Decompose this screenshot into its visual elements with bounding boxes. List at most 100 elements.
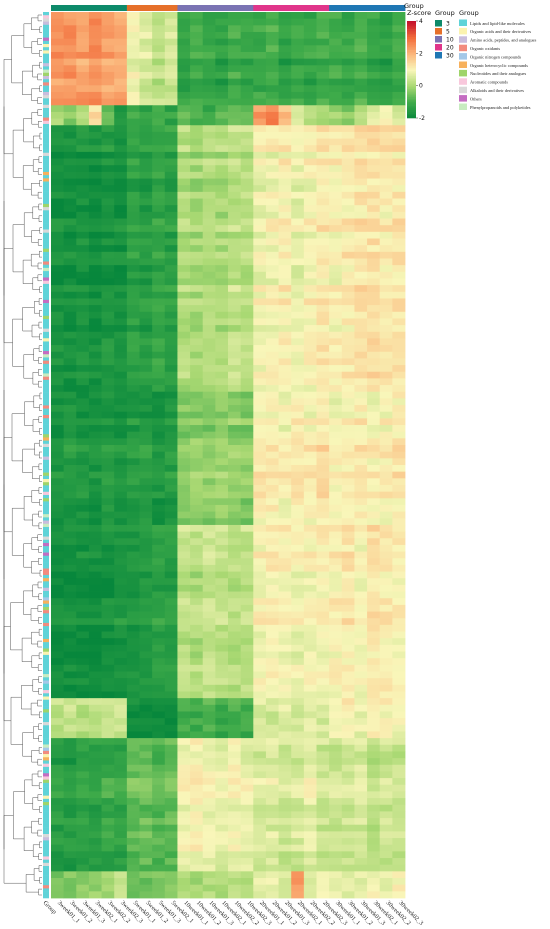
- heatmap-cell: [126, 564, 140, 572]
- heatmap-cell: [354, 425, 368, 433]
- heatmap-cell: [63, 58, 77, 66]
- heatmap-cell: [291, 351, 305, 359]
- heatmap-cell: [63, 71, 77, 80]
- dendrogram-branch: [37, 109, 42, 116]
- heatmap-cell: [190, 858, 204, 866]
- heatmap-cell: [379, 844, 393, 852]
- heatmap-cell: [202, 478, 216, 486]
- heatmap-cell: [392, 778, 406, 786]
- heatmap-cell: [240, 624, 254, 632]
- heatmap-cell: [379, 31, 393, 40]
- row-class-cell: [43, 494, 49, 499]
- heatmap-cell: [303, 165, 317, 173]
- heatmap-cell: [139, 445, 153, 453]
- heatmap-cell: [379, 878, 393, 886]
- heatmap-cell: [215, 704, 229, 712]
- heatmap-cell: [265, 78, 279, 86]
- heatmap-cell: [126, 38, 140, 46]
- heatmap-cell: [265, 311, 279, 319]
- heatmap-cell: [63, 271, 77, 279]
- heatmap-cell: [177, 98, 191, 106]
- group-legend-label: 20: [446, 45, 454, 52]
- heatmap-cell: [303, 298, 317, 306]
- heatmap-cell: [101, 105, 115, 113]
- row-class-cell: [43, 590, 49, 595]
- heatmap-cell: [354, 98, 368, 106]
- heatmap-cell: [253, 218, 267, 226]
- heatmap-cell: [139, 798, 153, 806]
- heatmap-cell: [164, 451, 178, 459]
- heatmap-cell: [228, 425, 242, 433]
- heatmap-cell: [265, 764, 279, 772]
- heatmap-cell: [51, 451, 65, 459]
- heatmap-cell: [152, 678, 166, 686]
- heatmap-cell: [228, 18, 242, 26]
- heatmap-cell: [291, 205, 305, 213]
- heatmap-cell: [51, 365, 65, 373]
- heatmap-cell: [329, 391, 343, 399]
- heatmap-cell: [215, 298, 229, 306]
- heatmap-cell: [51, 558, 65, 566]
- heatmap-cell: [341, 638, 355, 646]
- heatmap-cell: [392, 704, 406, 712]
- heatmap-cell: [126, 171, 140, 179]
- heatmap-cell: [76, 538, 90, 546]
- heatmap-cell: [354, 671, 368, 679]
- colorbar-step: [407, 103, 416, 106]
- heatmap-cell: [392, 464, 406, 473]
- heatmap-cell: [228, 85, 242, 93]
- heatmap-cell: [291, 12, 305, 20]
- heatmap-cell: [114, 378, 128, 386]
- heatmap-cell: [379, 484, 393, 493]
- heatmap-cell: [354, 131, 368, 139]
- row-class-cell: [43, 875, 49, 880]
- heatmap-cell: [379, 544, 393, 552]
- heatmap-cell: [303, 311, 317, 319]
- heatmap-cell: [177, 245, 191, 253]
- dendrogram-branch: [37, 534, 42, 541]
- heatmap-cell: [76, 698, 90, 706]
- heatmap-cell: [101, 398, 115, 406]
- heatmap-cell: [126, 871, 140, 879]
- heatmap-cell: [76, 764, 90, 772]
- heatmap-cell: [215, 624, 229, 632]
- heatmap-cell: [164, 764, 178, 772]
- heatmap-cell: [88, 45, 102, 53]
- heatmap-cell: [76, 831, 90, 839]
- heatmap-cell: [177, 78, 191, 86]
- heatmap-cell: [76, 238, 90, 246]
- heatmap-cell: [51, 165, 65, 173]
- heatmap-cell: [316, 611, 330, 619]
- heatmap-cell: [278, 731, 292, 739]
- heatmap-cell: [63, 658, 77, 666]
- heatmap-cell: [114, 51, 128, 60]
- dendrogram-branch: [39, 50, 42, 57]
- heatmap-cell: [51, 584, 65, 592]
- heatmap-cell: [379, 451, 393, 459]
- heatmap-cell: [291, 145, 305, 153]
- heatmap-cell: [63, 564, 77, 572]
- heatmap-cell: [354, 418, 368, 426]
- heatmap-cell: [202, 345, 216, 353]
- heatmap-cell: [316, 851, 330, 859]
- heatmap-cell: [164, 531, 178, 539]
- colorbar-step: [407, 82, 416, 85]
- dendrogram-branch: [37, 191, 42, 199]
- heatmap-cell: [278, 604, 292, 612]
- heatmap-cell: [101, 824, 115, 832]
- heatmap-cell: [329, 98, 343, 106]
- dendrogram-branch: [31, 230, 40, 243]
- heatmap-cell: [114, 831, 128, 839]
- row-class-cell: [43, 654, 49, 659]
- dendrogram-branch: [32, 513, 39, 527]
- heatmap-cell: [240, 704, 254, 712]
- colorbar-step: [407, 106, 416, 109]
- heatmap-cell: [240, 838, 254, 846]
- heatmap-cell: [177, 638, 191, 646]
- heatmap-cell: [202, 65, 216, 73]
- dendrogram-branch: [39, 286, 42, 293]
- heatmap-cell: [139, 165, 153, 173]
- heatmap-cell: [101, 251, 115, 259]
- row-class-cell: [43, 255, 49, 259]
- row-class-cell: [43, 702, 49, 707]
